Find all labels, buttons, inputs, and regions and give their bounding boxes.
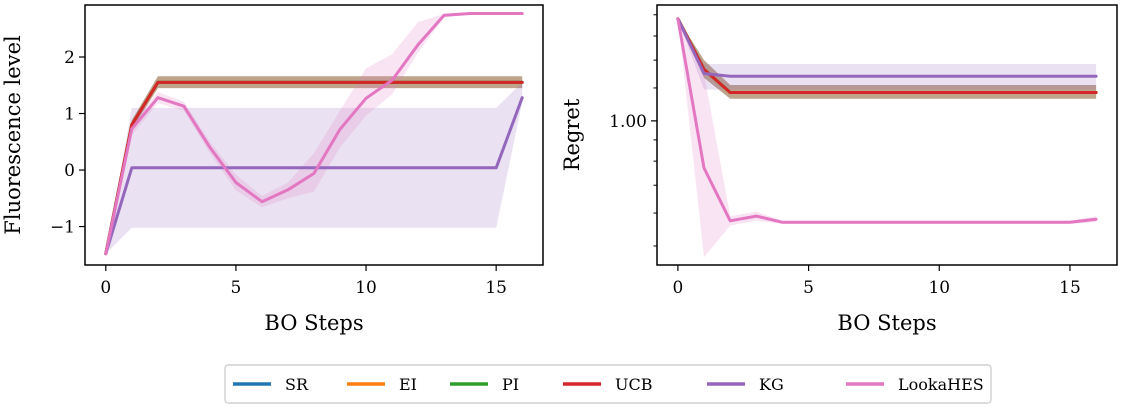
left-axes-frame <box>84 4 544 266</box>
fluorescence-chart: 0 5 10 15 −1 0 1 2 BO Steps Fluorescence level <box>1 4 544 335</box>
legend-entries: SR EI PI UCB KG LookaHES <box>233 375 984 394</box>
right-ticks: 0 5 10 15 1.00 <box>609 14 1081 298</box>
legend-label-pi: PI <box>502 375 519 394</box>
regret-chart: 0 5 10 15 1.00 BO Steps Regret <box>560 4 1118 335</box>
y-tick-label: 1.00 <box>609 112 647 132</box>
band-kg <box>677 18 1097 90</box>
right-ylabel: Regret <box>560 98 584 171</box>
band-ei <box>677 18 1097 99</box>
legend-label-sr: SR <box>285 375 309 394</box>
y-tick-label: 0 <box>64 161 75 181</box>
right-lines <box>676 17 1098 224</box>
left-bands <box>105 12 523 254</box>
legend-label-lookahes: LookaHES <box>898 375 984 394</box>
line-kg <box>676 17 1098 78</box>
legend-box <box>224 364 992 404</box>
legend: SR EI PI UCB KG LookaHES <box>224 364 992 404</box>
left-lines <box>104 12 524 256</box>
y-tick-label: 1 <box>64 105 75 125</box>
band-ucb <box>105 76 523 254</box>
left-ylabel: Fluorescence level <box>1 35 25 235</box>
legend-label-kg: KG <box>759 375 784 394</box>
line-ucb <box>104 80 524 256</box>
x-tick-label: 10 <box>355 278 377 298</box>
band-pi <box>677 18 1097 99</box>
x-tick-label: 15 <box>1059 278 1081 298</box>
right-bands <box>677 18 1097 258</box>
left-ticks: 0 5 10 15 −1 0 1 2 <box>50 48 507 298</box>
right-axes-frame <box>656 4 1118 266</box>
x-tick-label: 5 <box>231 278 242 298</box>
band-lookahes <box>677 18 1097 258</box>
line-ucb <box>676 17 1098 94</box>
legend-label-ucb: UCB <box>615 375 652 394</box>
line-lookahes <box>676 17 1098 224</box>
x-tick-label: 0 <box>100 278 111 298</box>
band-ucb <box>677 18 1097 99</box>
legend-label-ei: EI <box>399 375 417 394</box>
left-xlabel: BO Steps <box>264 311 363 335</box>
line-lookahes <box>104 12 524 256</box>
x-tick-label: 10 <box>928 278 950 298</box>
line-kg <box>104 96 524 256</box>
band-sr <box>677 18 1097 99</box>
band-ei <box>105 76 523 254</box>
x-tick-label: 0 <box>672 278 683 298</box>
band-pi <box>105 76 523 254</box>
x-tick-label: 5 <box>803 278 814 298</box>
y-tick-label: −1 <box>50 218 75 238</box>
y-tick-label: 2 <box>64 48 75 68</box>
band-sr <box>105 76 523 254</box>
right-xlabel: BO Steps <box>837 311 936 335</box>
x-tick-label: 15 <box>485 278 507 298</box>
